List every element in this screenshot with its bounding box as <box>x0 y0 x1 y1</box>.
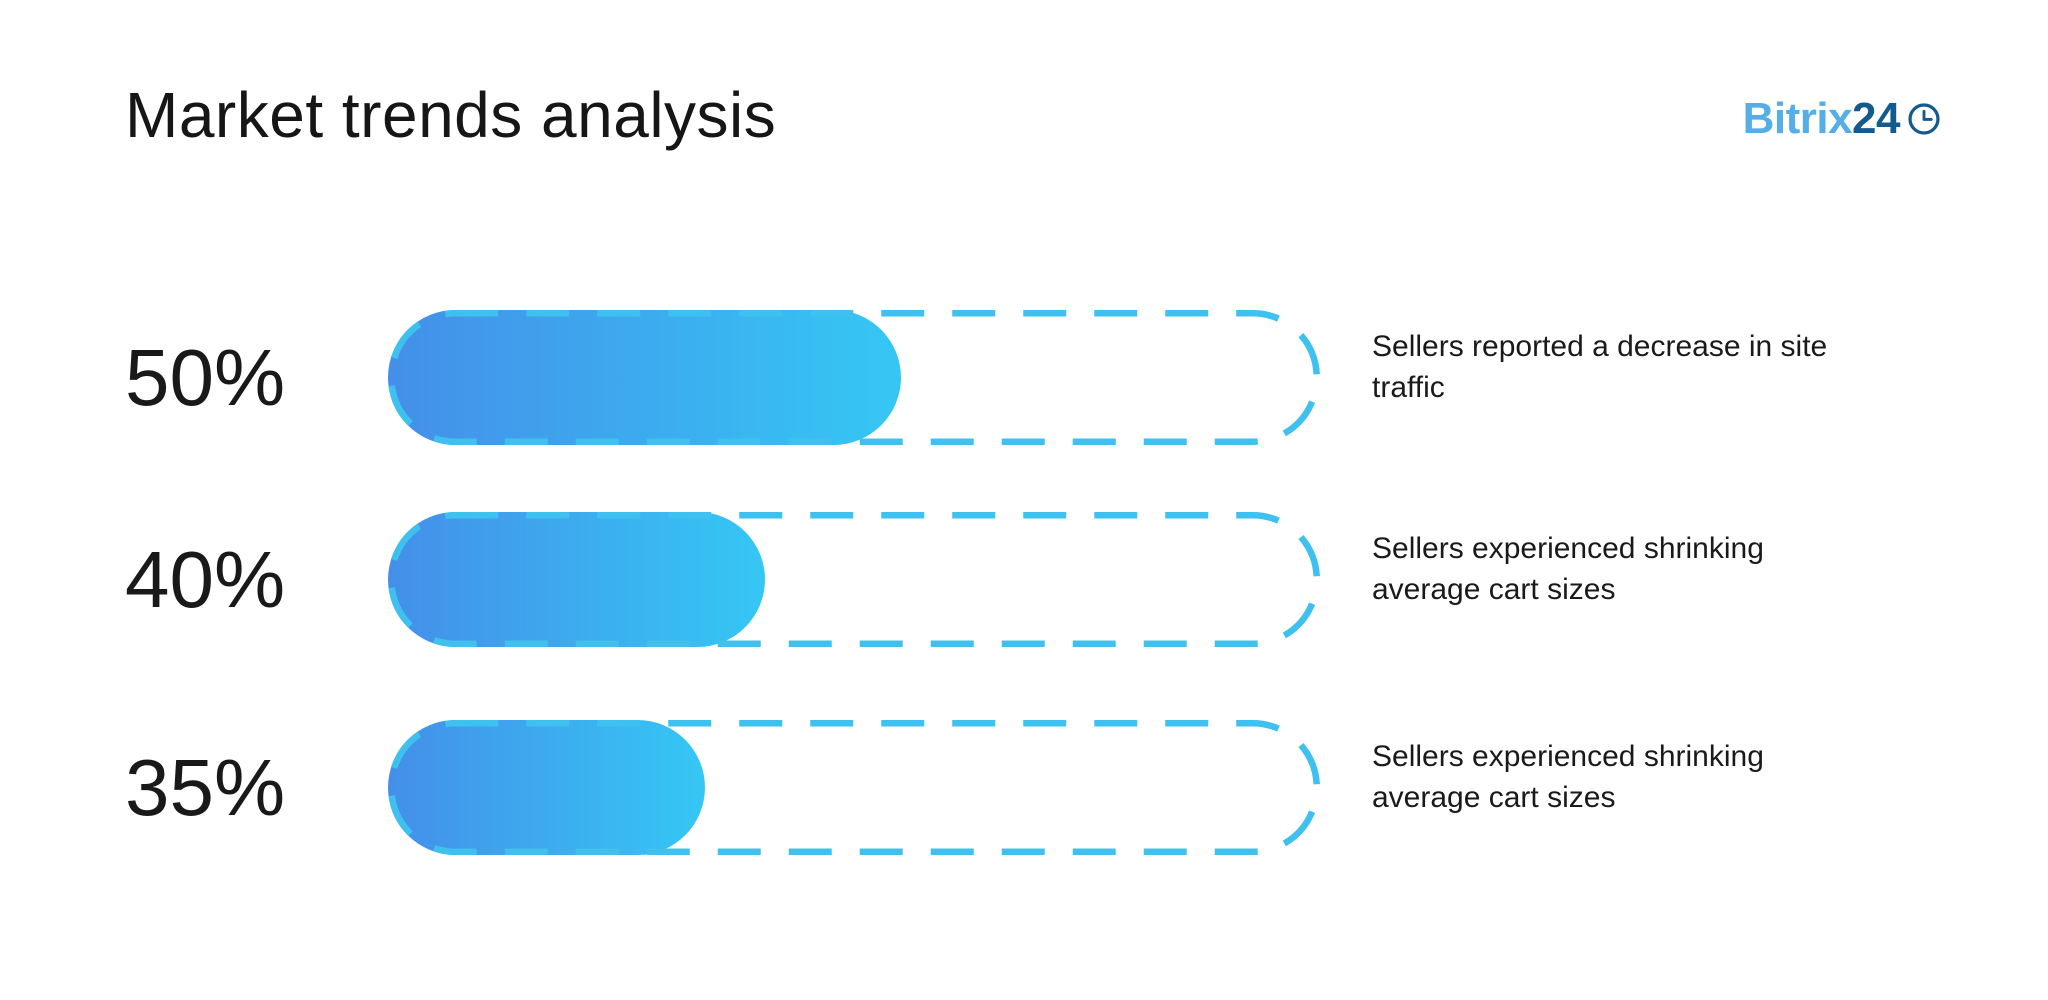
progress-bar <box>388 512 1320 647</box>
bar-row: 50% Sellers reported a decrease in site … <box>125 310 1955 445</box>
clock-icon <box>1908 103 1940 135</box>
bar-value-label: 50% <box>125 332 286 422</box>
bar-value-label: 40% <box>125 534 286 624</box>
progress-bar <box>388 720 1320 855</box>
bar-value-label: 35% <box>125 742 286 832</box>
progress-bar <box>388 310 1320 445</box>
bar-fill <box>388 720 705 855</box>
brand-logo: Bitrix 24 <box>1743 94 1942 144</box>
bar-row: 35% Sellers experienced shrinking averag… <box>125 720 1955 855</box>
bar-description: Sellers reported a decrease in site traf… <box>1372 329 1828 404</box>
bar-fill <box>388 512 765 647</box>
bar-description: Sellers experienced shrinking average ca… <box>1372 531 1764 606</box>
brand-logo-text-secondary: 24 <box>1852 94 1900 143</box>
brand-logo-text-primary: Bitrix <box>1742 94 1853 143</box>
page-title: Market trends analysis <box>125 79 777 151</box>
bar-row: 40% Sellers experienced shrinking averag… <box>125 512 1955 647</box>
bar-description: Sellers experienced shrinking average ca… <box>1372 739 1764 814</box>
bar-fill <box>388 310 901 445</box>
